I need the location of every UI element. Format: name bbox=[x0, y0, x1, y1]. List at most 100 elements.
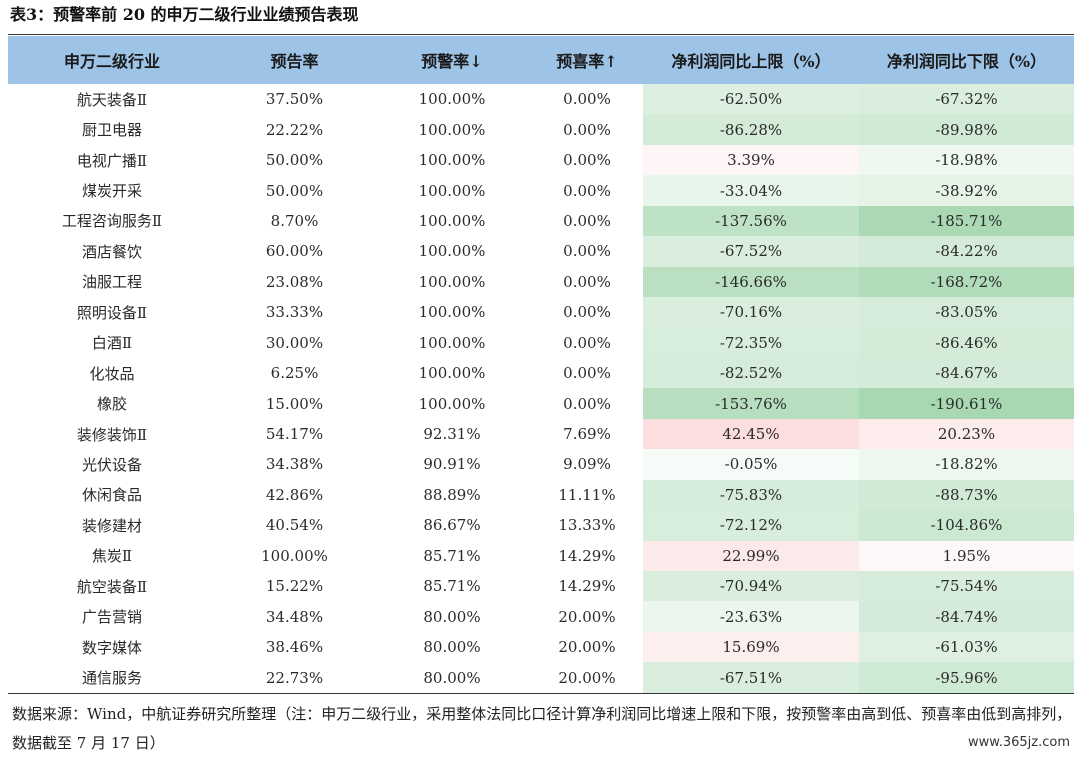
cell-lower-limit: -185.71% bbox=[859, 205, 1074, 237]
cell-forecast-rate: 34.48% bbox=[265, 607, 324, 626]
table-row: 橡胶 15.00% 100.00% 0.00% -153.76% -190.61% bbox=[8, 388, 1074, 419]
cell-happy-rate: 13.33% bbox=[558, 516, 616, 535]
cell-warning-rate: 88.89% bbox=[423, 485, 481, 504]
cell-warning-rate: 85.71% bbox=[423, 546, 481, 565]
table-row: 酒店餐饮 60.00% 100.00% 0.00% -67.52% -84.22% bbox=[8, 236, 1074, 267]
table-row: 油服工程 23.08% 100.00% 0.00% -146.66% -168.72% bbox=[8, 266, 1074, 298]
cell-upper-limit: -67.52% bbox=[643, 236, 859, 267]
cell-warning-rate: 100.00% bbox=[418, 90, 486, 109]
cell-warning-rate: 86.67% bbox=[423, 516, 481, 535]
cell-warning-rate: 80.00% bbox=[423, 638, 481, 657]
cell-upper-limit: -153.76% bbox=[643, 388, 859, 419]
table-row: 航空装备Ⅱ 15.22% 85.71% 14.29% -70.94% -75.54% bbox=[8, 571, 1074, 602]
cell-industry: 休闲食品 bbox=[81, 486, 142, 505]
header-happy-rate: 预喜率↑ bbox=[531, 36, 643, 84]
header-upper-limit: 净利润同比上限（%） bbox=[643, 36, 859, 84]
cell-industry: 电视广播Ⅱ bbox=[76, 151, 148, 170]
cell-happy-rate: 9.09% bbox=[563, 455, 611, 474]
table-row: 装修装饰Ⅱ 54.17% 92.31% 7.69% 42.45% 20.23% bbox=[8, 418, 1074, 450]
cell-forecast-rate: 100.00% bbox=[261, 546, 328, 565]
table-row: 电视广播Ⅱ 50.00% 100.00% 0.00% 3.39% -18.98% bbox=[8, 144, 1074, 176]
cell-upper-limit: 22.99% bbox=[643, 540, 859, 571]
table-row: 焦炭Ⅱ 100.00% 85.71% 14.29% 22.99% 1.95% bbox=[8, 540, 1074, 571]
cell-happy-rate: 0.00% bbox=[563, 364, 611, 383]
cell-happy-rate: 7.69% bbox=[563, 425, 611, 444]
cell-industry: 广告营销 bbox=[81, 608, 142, 627]
cell-upper-limit: -67.51% bbox=[643, 662, 859, 693]
table-row: 光伏设备 34.38% 90.91% 9.09% -0.05% -18.82% bbox=[8, 449, 1074, 480]
top-rule bbox=[8, 34, 1074, 35]
cell-warning-rate: 80.00% bbox=[423, 668, 481, 687]
cell-forecast-rate: 33.33% bbox=[265, 303, 324, 322]
cell-upper-limit: -62.50% bbox=[643, 84, 859, 115]
cell-forecast-rate: 60.00% bbox=[265, 242, 324, 261]
cell-lower-limit: -84.74% bbox=[859, 601, 1074, 632]
header-row: 申万二级行业 预告率 预警率↓ 预喜率↑ 净利润同比上限（%） 净利润同比下限（… bbox=[8, 36, 1074, 84]
cell-forecast-rate: 15.00% bbox=[265, 394, 324, 413]
cell-forecast-rate: 30.00% bbox=[265, 333, 324, 352]
cell-industry: 光伏设备 bbox=[81, 455, 142, 474]
cell-lower-limit: -89.98% bbox=[859, 114, 1074, 145]
cell-warning-rate: 100.00% bbox=[418, 151, 486, 170]
cell-forecast-rate: 23.08% bbox=[265, 272, 324, 291]
cell-happy-rate: 0.00% bbox=[563, 151, 611, 170]
cell-lower-limit: -190.61% bbox=[859, 388, 1074, 419]
cell-upper-limit: 42.45% bbox=[643, 418, 859, 450]
cell-happy-rate: 11.11% bbox=[558, 485, 616, 504]
cell-happy-rate: 14.29% bbox=[558, 546, 616, 565]
cell-lower-limit: -18.82% bbox=[859, 449, 1074, 480]
table-row: 化妆品 6.25% 100.00% 0.00% -82.52% -84.67% bbox=[8, 357, 1074, 389]
cell-happy-rate: 0.00% bbox=[563, 242, 611, 261]
cell-industry: 焦炭Ⅱ bbox=[91, 547, 133, 566]
cell-forecast-rate: 22.73% bbox=[265, 668, 324, 687]
cell-forecast-rate: 38.46% bbox=[265, 638, 324, 657]
cell-upper-limit: -82.52% bbox=[643, 357, 859, 389]
cell-warning-rate: 90.91% bbox=[423, 455, 481, 474]
table-row: 广告营销 34.48% 80.00% 20.00% -23.63% -84.74% bbox=[8, 601, 1074, 632]
cell-lower-limit: 20.23% bbox=[859, 418, 1074, 450]
cell-lower-limit: -86.46% bbox=[859, 327, 1074, 358]
cell-lower-limit: -83.05% bbox=[859, 297, 1074, 328]
cell-warning-rate: 100.00% bbox=[418, 333, 486, 352]
cell-warning-rate: 100.00% bbox=[418, 303, 486, 322]
cell-upper-limit: -33.04% bbox=[643, 175, 859, 206]
table-row: 煤炭开采 50.00% 100.00% 0.00% -33.04% -38.92% bbox=[8, 175, 1074, 206]
cell-happy-rate: 0.00% bbox=[563, 211, 611, 230]
cell-industry: 白酒Ⅱ bbox=[91, 334, 133, 353]
cell-industry: 厨卫电器 bbox=[81, 121, 142, 140]
cell-industry: 照明设备Ⅱ bbox=[76, 303, 148, 322]
cell-upper-limit: -72.12% bbox=[643, 510, 859, 541]
cell-forecast-rate: 40.54% bbox=[265, 516, 324, 535]
table-row: 通信服务 22.73% 80.00% 20.00% -67.51% -95.96% bbox=[8, 662, 1074, 693]
table-row: 休闲食品 42.86% 88.89% 11.11% -75.83% -88.73% bbox=[8, 479, 1074, 511]
cell-lower-limit: -61.03% bbox=[859, 631, 1074, 663]
cell-upper-limit: -75.83% bbox=[643, 479, 859, 511]
table-body: 航天装备Ⅱ 37.50% 100.00% 0.00% -62.50% -67.32% 厨卫电… bbox=[8, 84, 1074, 693]
cell-warning-rate: 100.00% bbox=[418, 272, 486, 291]
watermark: www.365jz.com bbox=[968, 735, 1070, 750]
cell-industry: 酒店餐饮 bbox=[81, 242, 142, 261]
cell-warning-rate: 100.00% bbox=[418, 211, 486, 230]
cell-warning-rate: 100.00% bbox=[418, 181, 486, 200]
cell-industry: 橡胶 bbox=[96, 395, 127, 414]
cell-upper-limit: -23.63% bbox=[643, 601, 859, 632]
table-row: 照明设备Ⅱ 33.33% 100.00% 0.00% -70.16% -83.05% bbox=[8, 297, 1074, 328]
cell-forecast-rate: 15.22% bbox=[265, 577, 324, 596]
source-note: 数据来源：Wind，中航证券研究所整理（注：申万二级行业，采用整体法同比口径计算… bbox=[12, 705, 1072, 752]
cell-industry: 工程咨询服务Ⅱ bbox=[61, 212, 163, 231]
cell-industry: 数字媒体 bbox=[81, 638, 142, 657]
cell-lower-limit: -84.22% bbox=[859, 236, 1074, 267]
table-row: 厨卫电器 22.22% 100.00% 0.00% -86.28% -89.98% bbox=[8, 114, 1074, 145]
cell-warning-rate: 100.00% bbox=[418, 364, 486, 383]
cell-happy-rate: 0.00% bbox=[563, 90, 611, 109]
bottom-rule bbox=[8, 693, 1074, 694]
cell-industry: 航空装备Ⅱ bbox=[76, 577, 148, 596]
cell-industry: 装修建材 bbox=[81, 516, 142, 535]
cell-happy-rate: 0.00% bbox=[563, 120, 611, 139]
cell-upper-limit: -146.66% bbox=[643, 266, 859, 298]
cell-lower-limit: -75.54% bbox=[859, 571, 1074, 602]
table-row: 数字媒体 38.46% 80.00% 20.00% 15.69% -61.03% bbox=[8, 631, 1074, 663]
cell-forecast-rate: 6.25% bbox=[270, 364, 319, 383]
cell-forecast-rate: 42.86% bbox=[265, 485, 324, 504]
cell-happy-rate: 0.00% bbox=[563, 394, 611, 413]
